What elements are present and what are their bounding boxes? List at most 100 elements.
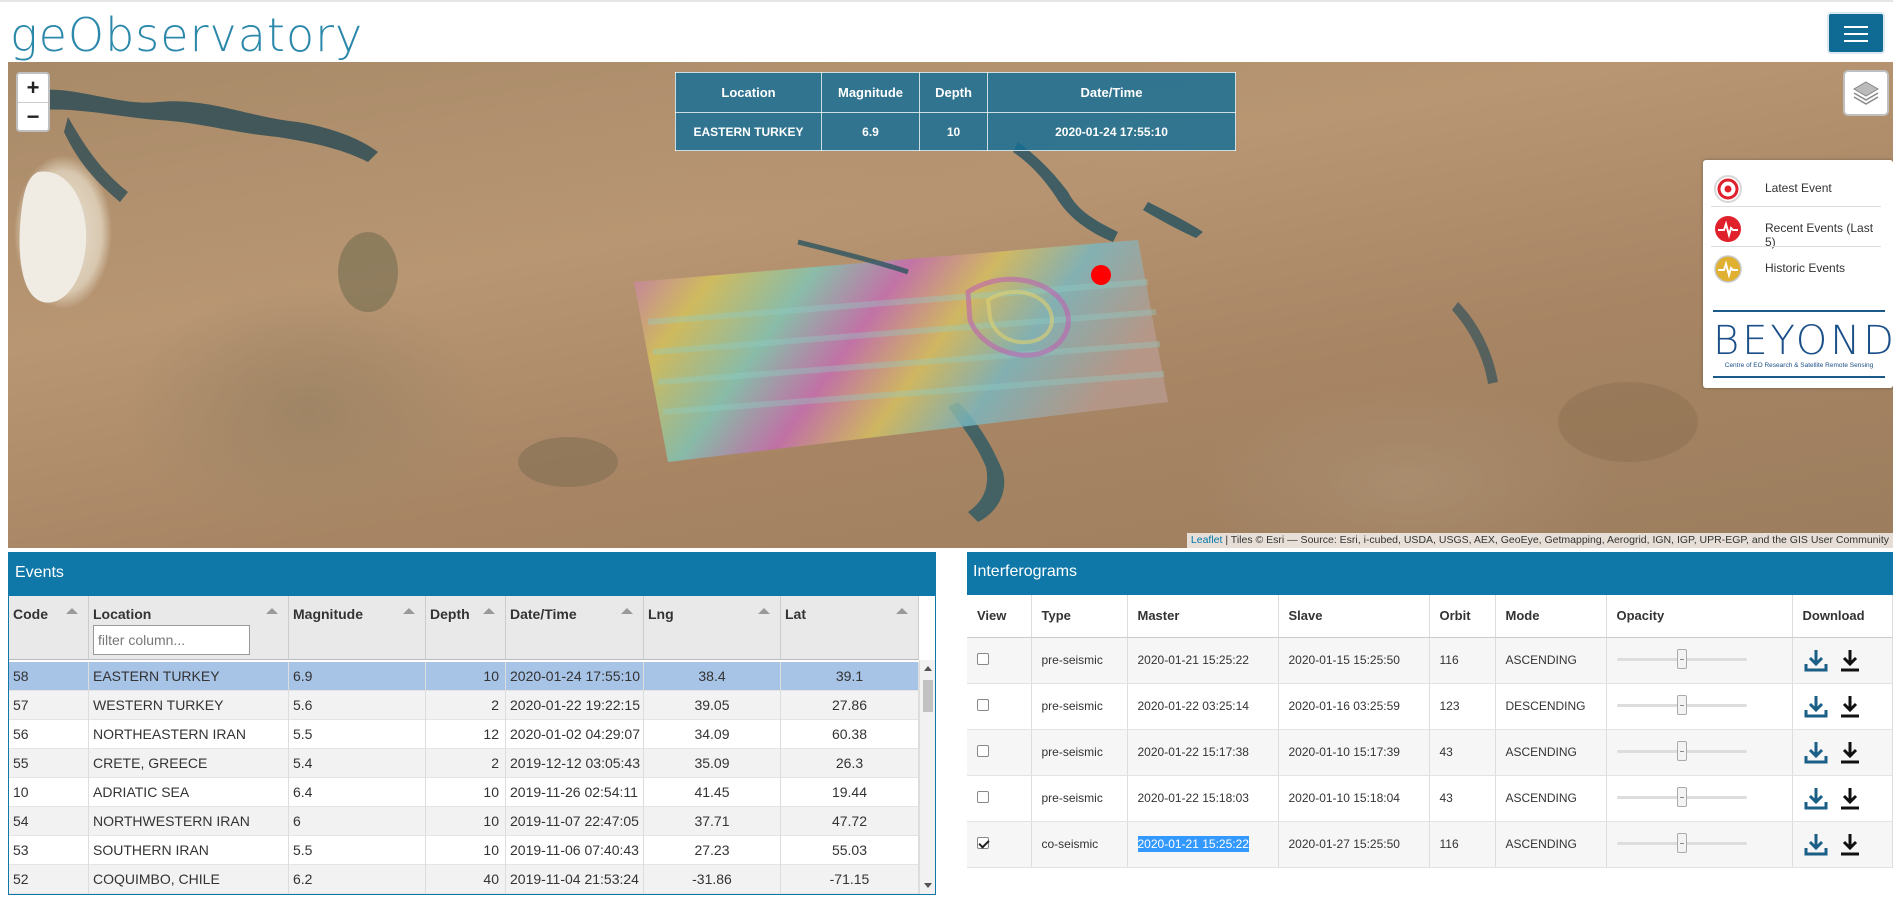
view-checkbox[interactable] [977, 698, 989, 711]
summary-depth: 10 [919, 112, 988, 151]
opacity-slider-thumb[interactable] [1676, 832, 1687, 853]
view-checkbox[interactable] [977, 744, 989, 757]
download-cell [1792, 775, 1893, 822]
latest-event-marker[interactable] [1091, 265, 1111, 285]
summary-header-datetime: Date/Time [987, 72, 1236, 113]
col-lat[interactable]: Lat [781, 596, 919, 660]
download-icon[interactable] [1837, 785, 1863, 811]
master-date: 2020-01-21 15:25:22 [1137, 836, 1249, 852]
download-tray-icon[interactable] [1803, 739, 1829, 765]
table-row[interactable]: 58 EASTERN TURKEY 6.9 10 2020-01-24 17:55:10… [9, 662, 919, 691]
ifg-header-download: Download [1792, 595, 1893, 638]
download-icon[interactable] [1837, 739, 1863, 765]
col-datetime[interactable]: Date/Time [506, 596, 644, 660]
download-icon[interactable] [1837, 831, 1863, 857]
menu-button[interactable] [1827, 12, 1885, 54]
scroll-thumb[interactable] [923, 680, 933, 712]
leaflet-link[interactable]: Leaflet [1190, 534, 1223, 546]
opacity-slider-thumb[interactable] [1676, 648, 1687, 669]
table-row[interactable]: 52 COQUIMBO, CHILE 6.2 40 2019-11-04 21:53:2… [9, 865, 919, 894]
location-filter-input[interactable] [93, 625, 250, 655]
map-attribution: Leaflet | Tiles © Esri — Source: Esri, i… [1186, 533, 1893, 548]
summary-datetime: 2020-01-24 17:55:10 [987, 112, 1236, 151]
map-legend: Latest Event Recent Events (Last 5) Hist… [1703, 160, 1893, 388]
col-magnitude[interactable]: Magnitude [289, 596, 426, 660]
opacity-slider-thumb[interactable] [1676, 694, 1687, 715]
col-depth[interactable]: Depth [426, 596, 506, 660]
col-location[interactable]: Location [89, 596, 289, 660]
download-cell [1792, 729, 1893, 776]
hamburger-icon [1844, 26, 1868, 28]
download-tray-icon[interactable] [1803, 785, 1829, 811]
view-checkbox[interactable] [977, 652, 989, 665]
download-tray-icon[interactable] [1803, 831, 1829, 857]
cell-location: COQUIMBO, CHILE [89, 865, 289, 894]
cell-lat: 47.72 [781, 807, 919, 836]
scroll-down-icon[interactable] [924, 883, 932, 888]
view-checkbox[interactable] [977, 836, 989, 849]
scroll-up-icon[interactable] [924, 666, 932, 671]
table-row: pre-seismic 2020-01-22 15:18:03 2020-01-10… [967, 775, 1893, 822]
interferograms-panel-title: Interferograms [967, 552, 1893, 595]
orbit-cell: 116 [1429, 637, 1496, 684]
view-cell [967, 775, 1032, 822]
opacity-slider[interactable] [1616, 694, 1747, 715]
download-icon[interactable] [1837, 693, 1863, 719]
col-code[interactable]: Code [9, 596, 89, 660]
cell-location: SOUTHERN IRAN [89, 836, 289, 865]
cell-magnitude: 5.6 [289, 691, 426, 720]
opacity-slider[interactable] [1616, 832, 1747, 853]
opacity-slider[interactable] [1616, 786, 1747, 807]
cell-datetime: 2019-11-26 02:54:11 [506, 778, 644, 807]
app-logo[interactable]: geObservatory [10, 8, 364, 62]
table-row[interactable]: 57 WESTERN TURKEY 5.6 2 2020-01-22 19:22:15 3… [9, 691, 919, 720]
table-row[interactable]: 56 NORTHEASTERN IRAN 5.5 12 2020-01-02 04:29… [9, 720, 919, 749]
table-row[interactable]: 54 NORTHWESTERN IRAN 6 10 2019-11-07 22:47:0… [9, 807, 919, 836]
events-scrollbar[interactable] [919, 660, 935, 894]
sort-icon[interactable] [403, 608, 415, 614]
table-row: pre-seismic 2020-01-22 15:17:38 2020-01-10… [967, 729, 1893, 776]
interferograms-body: pre-seismic 2020-01-21 15:25:22 2020-01-15… [967, 637, 1893, 868]
opacity-slider[interactable] [1616, 648, 1747, 669]
master-cell: 2020-01-22 15:18:03 [1127, 775, 1279, 822]
slave-cell: 2020-01-10 15:17:39 [1278, 729, 1430, 776]
ifg-header-orbit: Orbit [1429, 595, 1496, 638]
sort-icon[interactable] [266, 608, 278, 614]
map-view[interactable]: + − Location Magnitude Depth Date/Time E… [8, 62, 1893, 548]
cell-magnitude: 6.4 [289, 778, 426, 807]
sort-icon[interactable] [621, 608, 633, 614]
col-lng[interactable]: Lng [644, 596, 781, 660]
view-checkbox[interactable] [977, 790, 989, 803]
sort-icon[interactable] [483, 608, 495, 614]
events-grid: Code Location Magnitude Depth Date/Time … [9, 596, 935, 894]
table-row[interactable]: 10 ADRIATIC SEA 6.4 10 2019-11-26 02:54:11 41… [9, 778, 919, 807]
download-tray-icon[interactable] [1803, 647, 1829, 673]
cell-lat: 27.86 [781, 691, 919, 720]
cell-datetime: 2019-12-12 03:05:43 [506, 749, 644, 778]
opacity-slider[interactable] [1616, 740, 1747, 761]
zoom-out-button[interactable]: − [18, 102, 48, 130]
opacity-slider-thumb[interactable] [1676, 786, 1687, 807]
sort-icon[interactable] [66, 608, 78, 614]
interferograms-table: View Type Master Slave Orbit Mode Opacit… [967, 595, 1893, 868]
opacity-slider-thumb[interactable] [1676, 740, 1687, 761]
legend-divider [1711, 246, 1881, 247]
download-icon[interactable] [1837, 647, 1863, 673]
opacity-cell [1606, 821, 1793, 868]
master-date: 2020-01-21 15:25:22 [1137, 653, 1249, 667]
cell-lng: 38.4 [644, 662, 781, 691]
zoom-in-button[interactable]: + [26, 75, 40, 100]
legend-divider [1711, 206, 1881, 207]
table-row[interactable]: 55 CRETE, GREECE 5.4 2 2019-12-12 03:05:43 35… [9, 749, 919, 778]
table-row: pre-seismic 2020-01-22 03:25:14 2020-01-16… [967, 683, 1893, 730]
table-row: co-seismic 2020-01-21 15:25:22 2020-01-27 … [967, 821, 1893, 868]
download-tray-icon[interactable] [1803, 693, 1829, 719]
cell-magnitude: 5.4 [289, 749, 426, 778]
sort-icon[interactable] [896, 608, 908, 614]
table-row[interactable]: 53 SOUTHERN IRAN 5.5 10 2019-11-06 07:40:43 2… [9, 836, 919, 865]
view-cell [967, 729, 1032, 776]
cell-code: 10 [9, 778, 89, 807]
layers-button[interactable] [1843, 70, 1889, 116]
sort-icon[interactable] [758, 608, 770, 614]
mode-cell: ASCENDING [1495, 637, 1607, 684]
